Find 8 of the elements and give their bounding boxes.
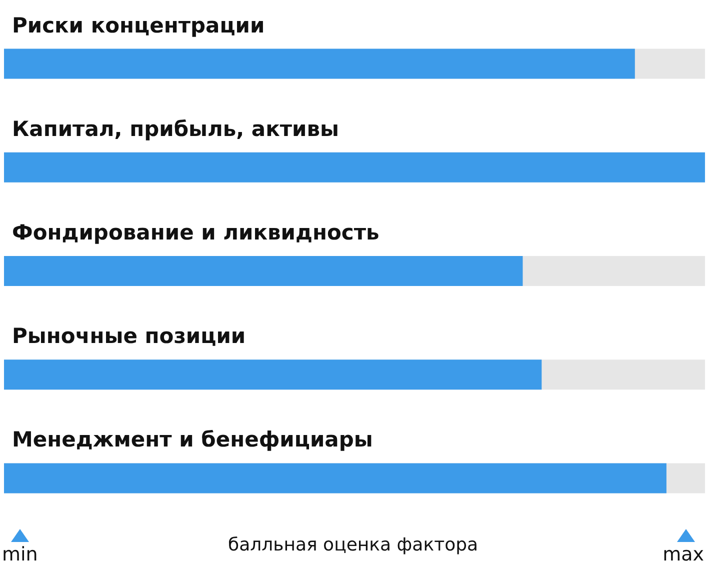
y-tick-label: Менеджмент и бенефициары [12,428,373,452]
y-tick-label: Капитал, прибыль, активы [12,116,340,141]
text: max [662,544,704,566]
y-tick-label: Рыночные позиции [12,324,246,348]
x-axis-title: балльная оценка фактора [228,534,478,556]
text: min [2,544,38,566]
y-tick-label: Риски концентрации [12,13,265,38]
y-tick-label: Фондирование и ликвидность [12,220,380,244]
